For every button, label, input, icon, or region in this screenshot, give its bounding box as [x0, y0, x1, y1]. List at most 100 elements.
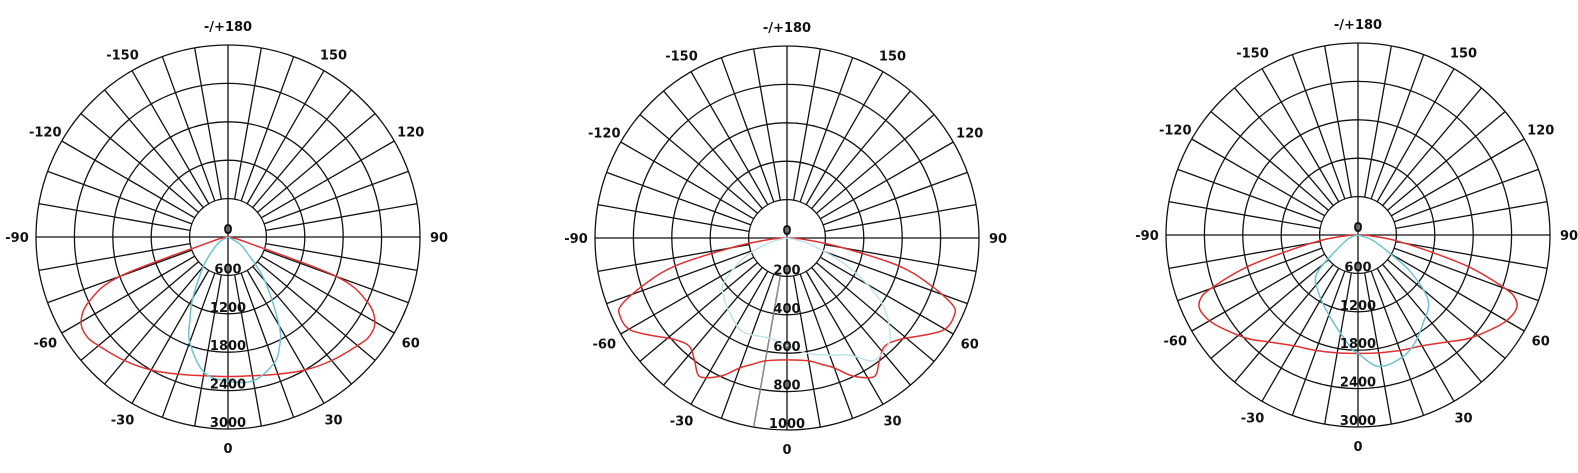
- angle-label: 120: [1527, 124, 1554, 139]
- angle-label: 30: [1454, 412, 1472, 427]
- grid-radial-line: [639, 114, 759, 214]
- grid-radial-line: [1370, 54, 1425, 200]
- ring-label: 800: [773, 379, 800, 394]
- grid-radial-line: [822, 250, 968, 305]
- ring-label: 1800: [1340, 337, 1376, 352]
- grid-radial-line: [805, 71, 884, 206]
- grid-radial-line: [720, 273, 775, 419]
- grid-radial-line: [234, 47, 262, 200]
- grid-radial-line: [1324, 272, 1352, 425]
- angle-label: -30: [111, 414, 135, 429]
- grid-radial-line: [1364, 272, 1392, 425]
- grid-radial-line: [256, 261, 376, 361]
- angle-label: -150: [106, 48, 139, 63]
- grid-radial-line: [1395, 201, 1548, 229]
- ring-label: 600: [214, 262, 241, 277]
- grid-radial-line: [240, 272, 295, 418]
- angle-label: -30: [670, 415, 694, 430]
- series-curve-2: [187, 236, 282, 384]
- angle-label: 90: [1560, 229, 1578, 244]
- grid-radial-line: [1261, 68, 1340, 203]
- grid-radial-line: [1168, 201, 1321, 229]
- angle-label: -/+180: [763, 21, 811, 36]
- angle-label: 90: [430, 231, 448, 246]
- ring-label: 1800: [210, 339, 246, 354]
- grid-radial-line: [1390, 138, 1525, 217]
- grid-radial-line: [1291, 270, 1346, 416]
- angle-label: 150: [879, 49, 906, 64]
- angle-label: -/+180: [1334, 18, 1382, 33]
- center-label: 0: [223, 223, 232, 238]
- ring-label: 1000: [769, 417, 805, 432]
- grid-radial-line: [1324, 45, 1352, 198]
- grid-radial-line: [252, 265, 352, 385]
- series-curve-1: [617, 237, 957, 379]
- grid-radial-line: [1382, 263, 1482, 383]
- ring-label: 600: [1344, 260, 1371, 275]
- grid-radial-line: [793, 275, 821, 428]
- ring-label: 400: [773, 302, 800, 317]
- grid-radial-line: [104, 89, 204, 209]
- grid-radial-line: [1234, 263, 1334, 383]
- grid-radial-line: [246, 269, 325, 404]
- grid-radial-line: [161, 272, 216, 418]
- grid-radial-line: [234, 274, 262, 427]
- grid-radial-line: [1386, 111, 1506, 211]
- grid-radial-line: [1376, 68, 1455, 203]
- grid-radial-line: [256, 113, 376, 213]
- angle-label: -120: [29, 126, 62, 141]
- angle-label: -90: [564, 232, 588, 247]
- grid-radial-line: [1291, 54, 1346, 200]
- grid-radial-line: [260, 255, 395, 334]
- grid-radial-line: [38, 203, 191, 231]
- grid-radial-line: [131, 70, 210, 205]
- angle-label: -120: [588, 127, 621, 142]
- ring-label: 200: [773, 263, 800, 278]
- series-curve-2: [721, 237, 892, 362]
- grid-radial-line: [240, 56, 295, 202]
- angle-label: 60: [961, 338, 979, 353]
- angle-label: 0: [223, 442, 232, 457]
- ring-label: 1200: [1340, 299, 1376, 314]
- grid-radial-line: [753, 48, 781, 201]
- grid-radial-line: [822, 171, 968, 226]
- grid-radial-line: [1210, 111, 1330, 211]
- grid-radial-line: [1177, 168, 1323, 223]
- grid-radial-line: [246, 70, 325, 205]
- grid-radial-line: [1261, 267, 1340, 402]
- grid-radial-line: [194, 47, 222, 200]
- angle-label: 60: [402, 337, 420, 352]
- angle-label: 90: [989, 232, 1007, 247]
- angle-label: -/+180: [204, 20, 252, 35]
- grid-radial-line: [793, 48, 821, 201]
- grid-radial-line: [663, 266, 763, 386]
- angle-label: -30: [1241, 412, 1265, 427]
- grid-radial-line: [824, 204, 977, 232]
- grid-radial-line: [80, 113, 200, 213]
- grid-radial-line: [61, 255, 196, 334]
- grid-radial-line: [131, 269, 210, 404]
- angle-label: 120: [397, 126, 424, 141]
- grid-radial-line: [104, 265, 204, 385]
- series-curve-1: [80, 236, 376, 378]
- grid-radial-line: [606, 171, 752, 226]
- grid-radial-line: [690, 71, 769, 206]
- ring-label: 3000: [210, 416, 246, 431]
- angle-label: 120: [956, 127, 983, 142]
- ring-label: 2400: [1340, 376, 1376, 391]
- center-label: 0: [1353, 221, 1362, 236]
- grid-radial-line: [690, 270, 769, 405]
- grid-radial-line: [819, 256, 954, 335]
- grid-radial-line: [1191, 253, 1326, 332]
- grid-radial-line: [811, 266, 911, 386]
- grid-radial-line: [639, 262, 759, 362]
- angle-label: 30: [324, 414, 342, 429]
- grid-radial-line: [799, 273, 854, 419]
- grid-radial-line: [1393, 247, 1539, 302]
- grid-radial-line: [819, 141, 954, 220]
- angle-label: -150: [1236, 46, 1269, 61]
- grid-radial-line: [1376, 267, 1455, 402]
